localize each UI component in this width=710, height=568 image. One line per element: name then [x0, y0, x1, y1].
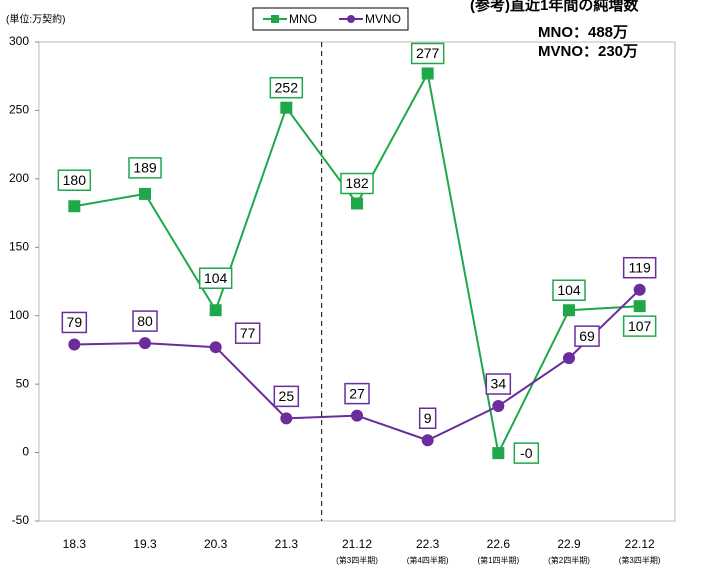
value-label-box [418, 407, 437, 430]
value-label: 79 [67, 314, 83, 330]
value-label-box [269, 76, 304, 99]
marker [68, 200, 81, 213]
y-tick-label: 100 [9, 308, 29, 322]
x-tick-label: 21.12 [342, 537, 372, 551]
plot-area [38, 41, 676, 522]
value-label: 277 [416, 45, 440, 61]
x-tick-note: (第4四半期) [407, 555, 449, 565]
value-label-box [234, 322, 261, 344]
value-label: 34 [491, 376, 507, 392]
value-label: 25 [279, 388, 295, 404]
value-label: 80 [137, 313, 153, 329]
value-label-box [344, 382, 370, 405]
value-label-box [552, 279, 586, 301]
value-label: 252 [275, 79, 299, 95]
value-label-box [513, 442, 540, 464]
unit-label: (単位:万契約) [6, 13, 65, 26]
value-label: 9 [424, 410, 432, 426]
marker [633, 300, 646, 313]
marker [421, 434, 434, 447]
value-label: 104 [557, 282, 581, 298]
annotation: (参考)直近1年間の純増数 [470, 0, 639, 14]
marker [351, 197, 363, 210]
value-label-box [132, 310, 158, 332]
marker [633, 283, 646, 296]
x-tick-label: 20.3 [204, 537, 228, 551]
legend-label: MVNO [365, 12, 401, 26]
y-tick-label: 200 [9, 171, 29, 185]
x-tick-label: 22.9 [557, 537, 581, 551]
legend-marker [271, 15, 279, 23]
value-label: 107 [628, 318, 652, 334]
x-tick-label: 22.6 [487, 537, 511, 551]
x-tick-label: 19.3 [133, 537, 157, 551]
marker [492, 447, 505, 460]
marker [492, 400, 505, 413]
value-label-box [57, 169, 92, 191]
value-label: 189 [133, 160, 157, 176]
x-tick-label: 18.3 [63, 537, 87, 551]
marker [139, 337, 151, 350]
value-label: 104 [204, 270, 228, 286]
value-label-box [61, 311, 88, 334]
x-tick-label: 21.3 [275, 537, 299, 551]
value-label-box [273, 385, 300, 408]
marker [209, 341, 222, 354]
value-label: 69 [579, 328, 595, 344]
marker [280, 412, 293, 425]
value-label-box [128, 157, 162, 179]
value-label-box [622, 256, 657, 279]
x-tick-note: (第3四半期) [619, 555, 661, 565]
marker [280, 101, 293, 114]
legend-marker [347, 15, 355, 23]
value-label: 27 [349, 385, 365, 401]
marker [421, 67, 434, 80]
marker [139, 187, 151, 200]
legend-label: MNO [289, 12, 317, 26]
value-label-box [410, 42, 445, 65]
y-tick-label: 50 [16, 376, 30, 390]
x-tick-label: 22.12 [625, 537, 655, 551]
y-tick-label: 250 [9, 103, 29, 117]
x-tick-label: 22.3 [416, 537, 440, 551]
value-label-box [622, 315, 657, 337]
marker [563, 352, 575, 365]
value-label: 180 [63, 172, 87, 188]
value-label-box [198, 267, 233, 289]
y-tick-label: 150 [9, 239, 29, 253]
marker [209, 304, 222, 317]
y-tick-label: 300 [9, 34, 29, 48]
value-label-box [574, 325, 600, 347]
y-tick-label: -50 [12, 513, 30, 527]
value-label: -0 [520, 445, 533, 461]
annotation: MVNO：230万 [538, 43, 638, 60]
x-tick-note: (第3四半期) [336, 555, 378, 565]
legend-box [252, 7, 409, 31]
y-tick-label: 0 [22, 445, 29, 459]
marker [351, 409, 363, 422]
value-label-box [485, 373, 512, 395]
value-label: 119 [629, 259, 652, 275]
value-label: 77 [240, 325, 256, 341]
x-tick-note: (第2四半期) [548, 555, 590, 565]
marker [68, 338, 81, 351]
x-tick-note: (第1四半期) [477, 555, 519, 565]
value-label-box [340, 172, 374, 195]
marker [563, 304, 575, 317]
value-label: 182 [345, 175, 369, 191]
annotation: MNO：488万 [538, 24, 628, 41]
